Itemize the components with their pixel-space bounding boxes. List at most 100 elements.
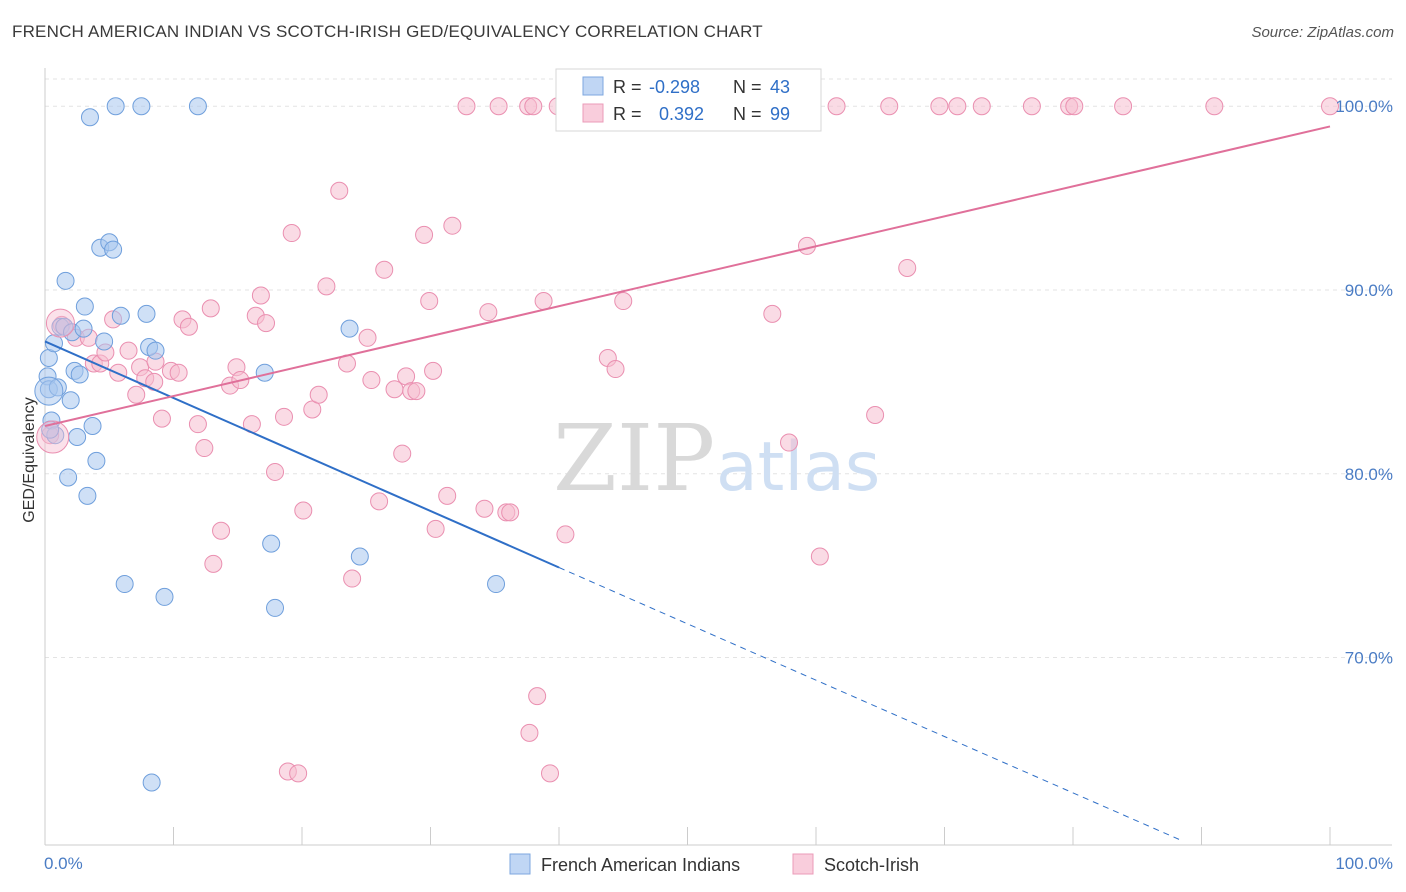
trend-lines xyxy=(44,125,1331,842)
point-french-american-indians xyxy=(262,534,281,553)
point-french-american-indians xyxy=(115,575,134,594)
point-scotch-irish xyxy=(152,409,171,428)
point-scotch-irish xyxy=(1114,97,1133,116)
point-scotch-irish xyxy=(36,420,70,454)
x-tick-label-min: 0.0% xyxy=(44,854,83,873)
point-french-american-indians xyxy=(68,428,87,447)
point-scotch-irish xyxy=(438,486,457,505)
axes xyxy=(44,68,1392,846)
point-scotch-irish xyxy=(501,503,520,522)
point-scotch-irish xyxy=(880,97,899,116)
y-tick-label: 90.0% xyxy=(1345,281,1393,300)
point-scotch-irish xyxy=(251,286,270,305)
point-scotch-irish xyxy=(195,439,214,458)
point-scotch-irish xyxy=(266,462,285,481)
point-french-american-indians xyxy=(59,468,78,487)
point-french-american-indians xyxy=(142,773,161,792)
point-scotch-irish xyxy=(275,407,294,426)
point-french-american-indians xyxy=(266,598,285,617)
point-french-american-indians xyxy=(350,547,369,566)
point-scotch-irish xyxy=(375,260,394,279)
point-french-american-indians xyxy=(487,575,506,594)
point-scotch-irish xyxy=(358,328,377,347)
point-scotch-irish xyxy=(798,236,817,255)
point-french-american-indians xyxy=(155,587,174,606)
point-scotch-irish xyxy=(524,97,543,116)
point-scotch-irish xyxy=(282,224,301,243)
point-scotch-irish xyxy=(1065,97,1084,116)
point-scotch-irish xyxy=(204,554,223,573)
point-scotch-irish xyxy=(201,299,220,318)
point-scotch-irish xyxy=(1321,97,1339,116)
point-scotch-irish xyxy=(426,519,445,538)
point-scotch-irish xyxy=(169,363,188,382)
watermark-atlas: atlas xyxy=(716,428,880,507)
point-french-american-indians xyxy=(106,97,125,116)
point-scotch-irish xyxy=(763,304,782,323)
legend-n-blue: 43 xyxy=(770,77,790,97)
point-scotch-irish xyxy=(556,525,575,544)
point-french-american-indians xyxy=(146,341,165,360)
point-french-american-indians xyxy=(78,486,97,505)
legend-r-pink: 0.392 xyxy=(659,104,704,124)
point-french-american-indians xyxy=(70,365,89,384)
watermark-zip: ZIP xyxy=(553,405,715,512)
x-tick-label-max: 100.0% xyxy=(1335,854,1393,873)
zipatlas-watermark: ZIP atlas xyxy=(553,405,880,512)
trend-line-extension xyxy=(558,567,1184,842)
point-scotch-irish xyxy=(393,444,412,463)
legend-bottom-label-blue: French American Indians xyxy=(541,855,740,875)
point-scotch-irish xyxy=(475,499,494,518)
svg-text:R =: R = xyxy=(613,104,642,124)
grid-lines xyxy=(45,78,1392,659)
legend-r-blue: -0.298 xyxy=(649,77,700,97)
chart-title: FRENCH AMERICAN INDIAN VS SCOTCH-IRISH G… xyxy=(12,22,763,41)
point-scotch-irish xyxy=(443,216,462,235)
legend-bottom-swatch-pink xyxy=(792,853,814,875)
point-scotch-irish xyxy=(528,687,547,706)
point-scotch-irish xyxy=(898,258,917,277)
point-french-american-indians xyxy=(74,319,93,338)
point-scotch-irish xyxy=(479,303,498,322)
legend-n-pink: 99 xyxy=(770,104,790,124)
point-scotch-irish xyxy=(948,97,967,116)
point-scotch-irish xyxy=(362,371,381,390)
trend-line-french-american-indians xyxy=(44,340,560,569)
point-scotch-irish xyxy=(317,277,336,296)
point-scotch-irish xyxy=(407,382,426,401)
point-french-american-indians xyxy=(111,306,130,325)
point-scotch-irish xyxy=(45,308,75,338)
point-scotch-irish xyxy=(534,292,553,311)
point-scotch-irish xyxy=(520,723,539,742)
point-scotch-irish xyxy=(289,764,308,783)
point-scotch-irish xyxy=(930,97,949,116)
point-scotch-irish xyxy=(179,317,198,336)
data-points xyxy=(34,97,1339,792)
point-french-american-indians xyxy=(75,297,94,316)
point-scotch-irish xyxy=(1205,97,1224,116)
point-french-american-indians xyxy=(56,271,75,290)
svg-text:N =: N = xyxy=(733,104,762,124)
point-french-american-indians xyxy=(87,451,106,470)
tick-labels: 70.0% 80.0% 90.0% 100.0% 0.0% 100.0% xyxy=(44,97,1393,873)
point-scotch-irish xyxy=(489,97,508,116)
point-scotch-irish xyxy=(827,97,846,116)
y-axis-title: GED/Equivalency xyxy=(21,397,38,522)
legend-bottom-label-pink: Scotch-Irish xyxy=(824,855,919,875)
point-french-american-indians xyxy=(104,240,123,259)
series-legend: French American Indians Scotch-Irish xyxy=(509,853,919,875)
point-scotch-irish xyxy=(119,341,138,360)
point-scotch-irish xyxy=(780,433,799,452)
legend-bottom-swatch-blue xyxy=(509,853,531,875)
trend-line-scotch-irish xyxy=(44,125,1331,427)
point-scotch-irish xyxy=(309,385,328,404)
point-scotch-irish xyxy=(866,405,885,424)
y-tick-label: 80.0% xyxy=(1345,465,1393,484)
point-scotch-irish xyxy=(330,181,349,200)
point-scotch-irish xyxy=(424,361,443,380)
point-scotch-irish xyxy=(606,360,625,379)
point-french-american-indians xyxy=(95,332,114,351)
y-tick-label: 100.0% xyxy=(1335,97,1393,116)
point-scotch-irish xyxy=(127,385,146,404)
